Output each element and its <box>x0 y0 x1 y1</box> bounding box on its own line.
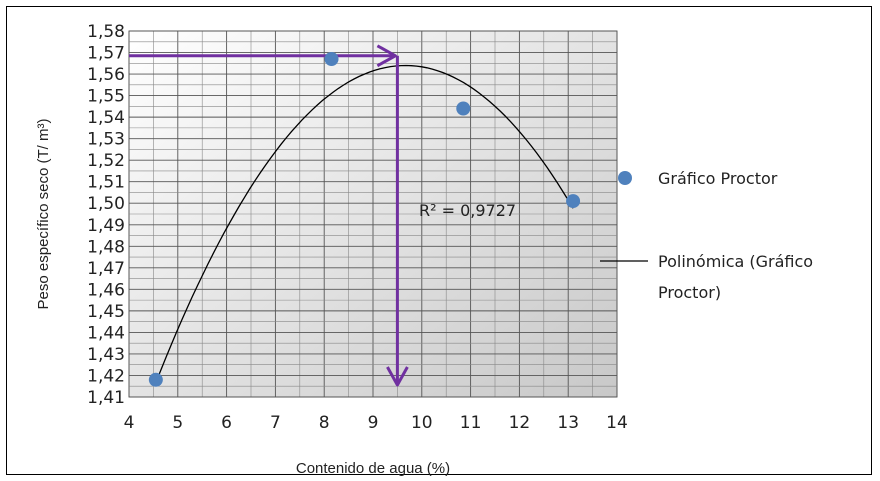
y-tick-label: 1,44 <box>87 323 125 343</box>
y-tick-label: 1,54 <box>87 108 125 128</box>
data-point-1 <box>148 372 163 387</box>
x-tick-label: 7 <box>270 413 281 433</box>
y-tick-label: 1,53 <box>87 130 125 150</box>
y-tick-label: 1,48 <box>87 237 125 257</box>
vertical-arrow-head <box>386 366 409 387</box>
y-tick-label: 1,56 <box>87 65 125 85</box>
r-squared-label: R² = 0,9727 <box>419 201 516 220</box>
y-tick-label: 1,52 <box>87 151 125 171</box>
polynomial-trendline <box>155 64 574 383</box>
legend-label-trendline: Polinómica (Gráfico <box>658 252 813 271</box>
y-axis-title: Peso específico seco (T/ m³) <box>35 119 52 310</box>
x-tick-label: 10 <box>411 413 433 433</box>
legend-label-trendline: Proctor) <box>658 283 721 302</box>
legend-label-scatter: Gráfico Proctor <box>658 169 778 188</box>
y-tick-label: 1,57 <box>87 44 125 64</box>
y-tick-label: 1,49 <box>87 216 125 236</box>
x-tick-label: 14 <box>606 413 628 433</box>
x-tick-label: 9 <box>368 413 379 433</box>
x-axis-title: Contenido de agua (%) <box>296 460 450 477</box>
data-point-3 <box>456 101 471 116</box>
horizontal-arrow-head <box>376 44 397 68</box>
y-tick-label: 1,58 <box>87 22 125 42</box>
y-tick-label: 1,47 <box>87 259 125 279</box>
data-point-2 <box>324 51 339 66</box>
y-tick-label: 1,55 <box>87 87 125 107</box>
y-tick-label: 1,43 <box>87 345 125 365</box>
x-tick-label: 6 <box>221 413 232 433</box>
y-tick-label: 1,42 <box>87 366 125 386</box>
x-tick-label: 13 <box>557 413 579 433</box>
y-tick-label: 1,45 <box>87 302 125 322</box>
legend-dot-marker <box>618 171 632 185</box>
y-tick-label: 1,46 <box>87 280 125 300</box>
x-tick-label: 11 <box>460 413 482 433</box>
y-tick-label: 1,41 <box>87 388 125 408</box>
x-tick-label: 8 <box>319 413 330 433</box>
data-point-4 <box>566 194 581 209</box>
x-tick-label: 12 <box>509 413 531 433</box>
y-tick-label: 1,51 <box>87 173 125 193</box>
x-tick-label: 5 <box>172 413 183 433</box>
x-tick-label: 4 <box>124 413 135 433</box>
y-tick-label: 1,50 <box>87 194 125 214</box>
